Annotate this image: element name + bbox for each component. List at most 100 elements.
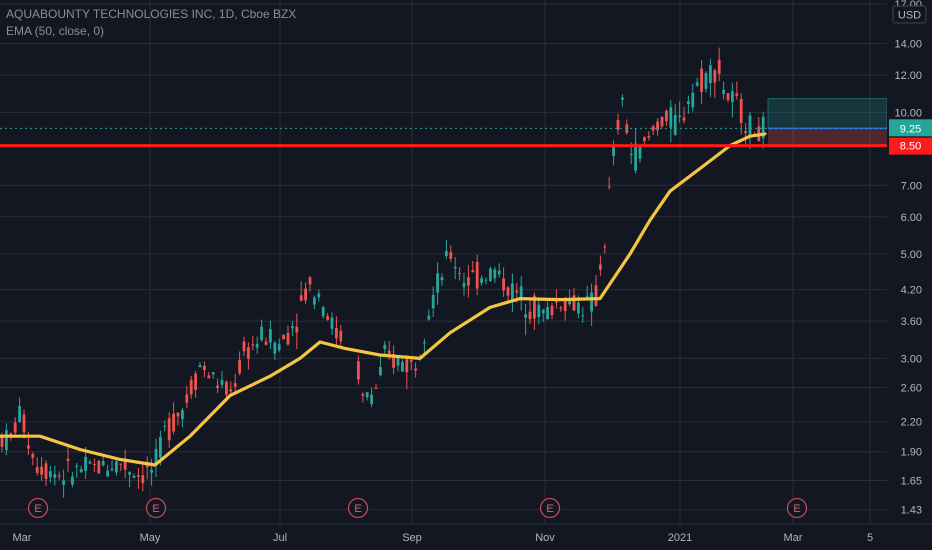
candle-body xyxy=(647,136,651,138)
candle-body xyxy=(317,293,321,298)
earnings-marker[interactable]: E xyxy=(539,497,561,519)
y-tick-label: 7.00 xyxy=(901,180,922,192)
candle-body xyxy=(392,353,395,368)
candle-body xyxy=(71,476,74,485)
candle-body xyxy=(374,388,378,390)
candle-body xyxy=(436,273,439,293)
candle-body xyxy=(577,302,580,314)
earnings-marker[interactable]: E xyxy=(347,497,369,519)
candle-body xyxy=(308,277,312,285)
candle-body xyxy=(581,315,585,317)
x-tick-label: May xyxy=(140,532,161,544)
candle-body xyxy=(475,261,479,289)
candle-body xyxy=(255,343,259,348)
y-tick-label: 14.00 xyxy=(894,39,922,51)
candle-body xyxy=(269,329,272,343)
candle-body xyxy=(607,186,611,188)
earnings-marker[interactable]: E xyxy=(786,497,808,519)
y-tick-label: 1.65 xyxy=(901,476,922,488)
candlesticks xyxy=(0,47,765,498)
y-tick-label: 1.90 xyxy=(901,447,922,459)
y-tick-label: 1.43 xyxy=(901,505,922,517)
candle-body xyxy=(458,272,461,274)
candle-body xyxy=(511,283,514,300)
candle-body xyxy=(709,65,712,84)
candle-body xyxy=(97,460,101,474)
candle-body xyxy=(739,98,743,123)
candle-body xyxy=(13,422,17,433)
candle-body xyxy=(519,286,523,301)
earnings-marker[interactable]: E xyxy=(27,497,49,519)
svg-text:E: E xyxy=(34,503,41,515)
candle-body xyxy=(5,430,8,451)
candle-body xyxy=(572,295,576,311)
candle-body xyxy=(159,436,162,458)
candle-body xyxy=(537,304,541,318)
earnings-marker[interactable]: E xyxy=(145,497,167,519)
candle-body xyxy=(682,117,686,121)
currency-badge[interactable]: USD xyxy=(892,5,927,24)
candle-body xyxy=(744,131,747,134)
y-tick-label: 4.20 xyxy=(901,285,922,297)
candle-body xyxy=(260,326,263,341)
candle-body xyxy=(431,295,435,309)
profit-zone[interactable] xyxy=(767,98,888,129)
candle-body xyxy=(44,463,48,479)
candle-body xyxy=(163,425,167,427)
svg-text:E: E xyxy=(152,503,159,515)
price-axis-panel xyxy=(887,0,932,524)
candle-body xyxy=(700,68,703,92)
candle-body xyxy=(321,307,325,317)
candle-body xyxy=(31,453,35,458)
candle-body xyxy=(330,317,334,329)
candle-body xyxy=(106,470,109,477)
candle-body xyxy=(524,314,527,318)
candle-body xyxy=(154,448,158,463)
candle-body xyxy=(726,93,730,101)
candle-body xyxy=(128,472,131,475)
candle-body xyxy=(731,91,734,103)
candle-body xyxy=(568,298,571,305)
candle-body xyxy=(101,461,105,466)
candle-body xyxy=(22,414,26,433)
candle-body xyxy=(119,463,123,465)
candle-body xyxy=(75,465,79,467)
candle-body xyxy=(383,344,387,350)
svg-text:E: E xyxy=(354,503,361,515)
candle-body xyxy=(713,70,717,83)
current-price-label: 9.25 xyxy=(900,123,921,135)
symbol-title[interactable]: AQUABOUNTY TECHNOLOGIES INC, 1D, Cboe BZ… xyxy=(6,7,297,21)
candle-body xyxy=(93,464,96,466)
candle-body xyxy=(185,394,189,403)
loss-zone[interactable] xyxy=(768,128,887,146)
indicator-title[interactable]: EMA (50, close, 0) xyxy=(6,24,105,38)
support-price-tag: 8.50 xyxy=(889,137,932,155)
y-tick-label: 10.00 xyxy=(894,107,922,119)
candle-body xyxy=(541,309,545,314)
candle-body xyxy=(335,328,338,339)
candle-body xyxy=(137,475,140,477)
candle-body xyxy=(181,410,184,420)
candle-body xyxy=(176,412,180,417)
candle-body xyxy=(643,137,646,142)
candle-body xyxy=(361,394,365,396)
y-tick-label: 5.00 xyxy=(901,249,922,261)
candle-body xyxy=(150,469,153,473)
candle-body xyxy=(216,385,219,388)
candle-body xyxy=(264,341,268,345)
candle-body xyxy=(550,305,554,316)
candle-body xyxy=(79,468,83,473)
candle-body xyxy=(62,480,65,485)
candle-body xyxy=(678,115,681,118)
candle-body xyxy=(467,277,470,286)
candle-body xyxy=(233,383,237,387)
candle-body xyxy=(449,252,453,260)
candle-body xyxy=(480,278,483,283)
candle-body xyxy=(599,264,602,270)
candle-body xyxy=(761,116,765,139)
position-box xyxy=(767,98,888,146)
candle-body xyxy=(273,342,277,354)
candle-body xyxy=(123,460,127,470)
